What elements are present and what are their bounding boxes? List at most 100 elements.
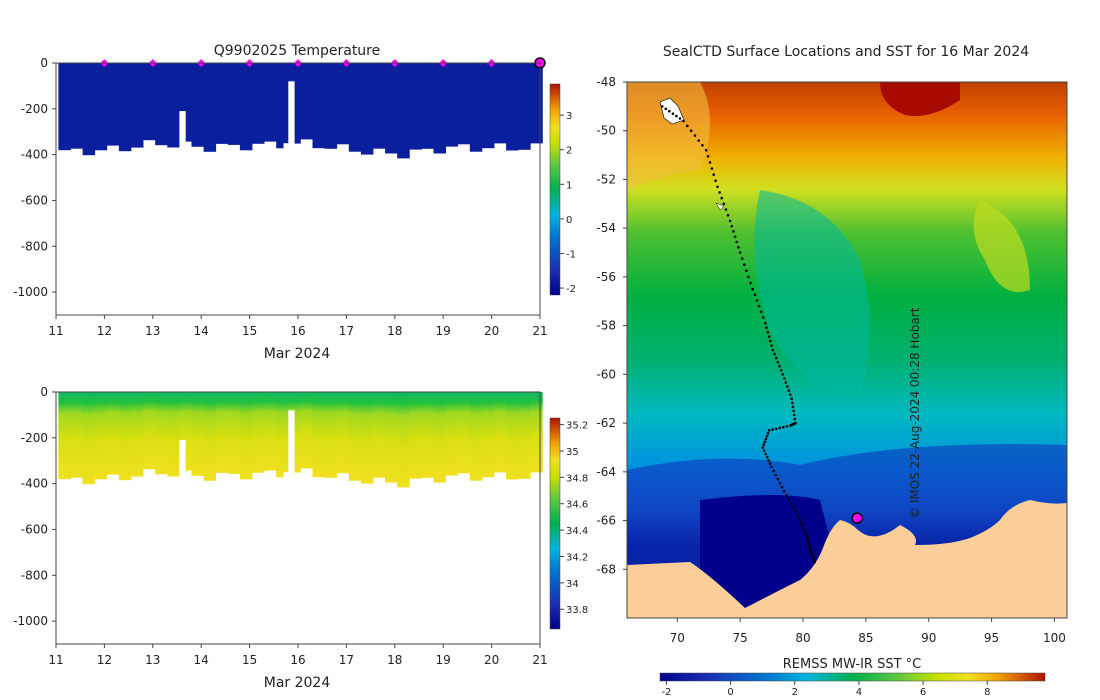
seal-track-point bbox=[784, 381, 788, 384]
seal-track-point bbox=[790, 397, 793, 401]
salinity-profile-column bbox=[506, 392, 519, 480]
salinity-profile-column bbox=[131, 392, 144, 477]
seal-track-point bbox=[735, 240, 739, 244]
temperature-x-tick-label: 12 bbox=[97, 324, 112, 338]
sst-map-panel: SealCTD Surface Locations and SST for 16… bbox=[596, 44, 1068, 698]
seal-track-point bbox=[796, 514, 800, 517]
temperature-profile-column bbox=[82, 63, 96, 156]
temperature-x-tick-label: 15 bbox=[242, 324, 257, 338]
seal-track-point bbox=[785, 425, 789, 428]
seal-track-point bbox=[782, 425, 785, 429]
temperature-profile-column bbox=[276, 63, 289, 149]
temperature-colorbar-tick-label: 2 bbox=[566, 146, 572, 157]
seal-track-point bbox=[808, 543, 811, 547]
seal-track-point bbox=[778, 481, 782, 485]
antarctica-land bbox=[627, 500, 1067, 618]
sst-colorbar-tick-label: 2 bbox=[792, 687, 798, 698]
salinity-y-axis: 0 -200 -400 -600 -800 -1000 bbox=[13, 385, 56, 628]
temperature-profile-column bbox=[203, 63, 217, 152]
salinity-profile-column bbox=[300, 392, 313, 469]
salinity-colorbar-tick-label: 34.4 bbox=[566, 526, 588, 537]
seal-track-point bbox=[740, 257, 744, 260]
map-longitude-tick-label: 90 bbox=[921, 631, 936, 645]
sst-colorbar-ticks: -2 0 2 4 6 8 bbox=[661, 681, 990, 698]
seal-track-point bbox=[801, 524, 804, 527]
seal-track-point bbox=[771, 348, 775, 352]
map-longitude-tick-label: 75 bbox=[733, 631, 748, 645]
temperature-x-tick-label: 17 bbox=[339, 324, 354, 338]
temperature-profile-column bbox=[215, 63, 229, 144]
seal-track-point bbox=[766, 431, 770, 435]
salinity-colorbar-tick-label: 35 bbox=[566, 447, 579, 458]
seal-track-point bbox=[763, 440, 767, 444]
seal-track-point bbox=[805, 533, 809, 537]
salinity-x-axis: 11 12 13 14 15 16 17 18 19 20 21 bbox=[48, 644, 548, 667]
temperature-profile-column bbox=[506, 63, 519, 151]
seal-track-point bbox=[671, 112, 675, 115]
map-longitude-axis: 70 75 80 85 90 95 100 bbox=[670, 618, 1066, 645]
map-latitude-tick-label: -56 bbox=[596, 270, 616, 284]
seal-track-point bbox=[774, 427, 778, 431]
seal-track-point bbox=[781, 373, 785, 376]
seal-track-point bbox=[766, 330, 770, 334]
sst-colorbar bbox=[659, 672, 1046, 682]
temperature-x-label: Mar 2024 bbox=[264, 346, 331, 362]
sst-colorbar-tick-label: 6 bbox=[920, 687, 926, 698]
map-latitude-tick-label: -60 bbox=[596, 367, 616, 381]
sst-colorbar-title: REMSS MW-IR SST °C bbox=[783, 657, 922, 672]
temperature-profile-column bbox=[494, 63, 507, 144]
salinity-x-tick-label: 17 bbox=[339, 653, 354, 667]
temperature-y-tick-label: -800 bbox=[21, 239, 48, 253]
salinity-x-tick-label: 15 bbox=[242, 653, 257, 667]
seal-track-point bbox=[774, 356, 778, 360]
salinity-profile-column bbox=[445, 392, 459, 476]
salinity-profile-column bbox=[155, 392, 168, 475]
seal-track-point bbox=[762, 449, 766, 453]
seal-track-point bbox=[738, 251, 742, 254]
seal-track-point bbox=[701, 144, 704, 147]
salinity-y-tick-label: -200 bbox=[21, 431, 48, 445]
seal-track-point bbox=[810, 550, 813, 554]
map-latitude-tick-label: -50 bbox=[596, 124, 616, 138]
seal-track-point bbox=[771, 428, 774, 431]
seal-track-point bbox=[759, 310, 763, 314]
salinity-profile-column bbox=[239, 392, 253, 480]
salinity-profile-column bbox=[167, 392, 180, 477]
salinity-profile-column bbox=[227, 392, 241, 474]
temperature-profile-column bbox=[143, 63, 156, 141]
temperature-profile-column bbox=[457, 63, 471, 145]
temperature-profile-column bbox=[227, 63, 241, 145]
seal-track-point bbox=[776, 360, 780, 364]
temperature-profile-column bbox=[518, 63, 531, 150]
salinity-profile-column bbox=[118, 392, 132, 481]
seal-track-point bbox=[778, 426, 781, 430]
seal-track-point bbox=[753, 293, 757, 297]
temperature-profile-column bbox=[239, 63, 253, 151]
sst-colorbar-tick-label: 8 bbox=[984, 687, 990, 698]
temperature-profile-column bbox=[433, 63, 446, 154]
salinity-x-label: Mar 2024 bbox=[264, 675, 331, 691]
seal-track-point bbox=[770, 465, 773, 469]
map-latitude-tick-label: -54 bbox=[596, 221, 616, 235]
seal-track-point bbox=[733, 235, 737, 238]
map-latitude-tick-label: -64 bbox=[596, 465, 616, 479]
salinity-colorbar-tick-label: 34 bbox=[566, 579, 579, 590]
seal-track-point bbox=[768, 462, 772, 466]
seal-track-point bbox=[769, 339, 772, 343]
temperature-y-tick-label: -200 bbox=[21, 102, 48, 116]
seal-track-point bbox=[764, 437, 768, 441]
seal-track-point bbox=[794, 510, 797, 513]
seal-track-point bbox=[798, 517, 801, 521]
temperature-title: Q9902025 Temperature bbox=[214, 43, 381, 59]
seal-track-point bbox=[785, 494, 788, 497]
temperature-data-gap bbox=[179, 111, 186, 160]
seal-track-point bbox=[787, 389, 791, 392]
temperature-x-tick-label: 11 bbox=[48, 324, 63, 338]
temperature-x-tick-label: 13 bbox=[145, 324, 160, 338]
salinity-profile-column bbox=[373, 392, 386, 478]
seal-track-point bbox=[772, 469, 775, 473]
seal-track-point bbox=[770, 344, 773, 347]
salinity-profile-column bbox=[324, 392, 338, 478]
salinity-colorbar-tick-label: 35.2 bbox=[566, 421, 588, 432]
seal-track-point bbox=[789, 502, 793, 505]
